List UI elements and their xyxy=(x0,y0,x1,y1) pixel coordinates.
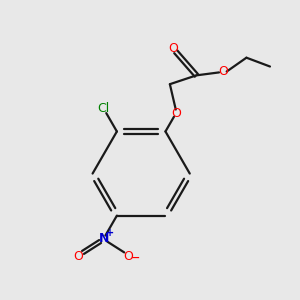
Text: O: O xyxy=(124,250,134,263)
Text: O: O xyxy=(74,250,83,263)
Text: N: N xyxy=(98,232,109,245)
Text: O: O xyxy=(171,107,181,120)
Text: Cl: Cl xyxy=(98,102,110,115)
Text: −: − xyxy=(131,253,141,263)
Text: O: O xyxy=(218,65,228,78)
Text: +: + xyxy=(106,228,114,238)
Text: O: O xyxy=(169,42,178,55)
